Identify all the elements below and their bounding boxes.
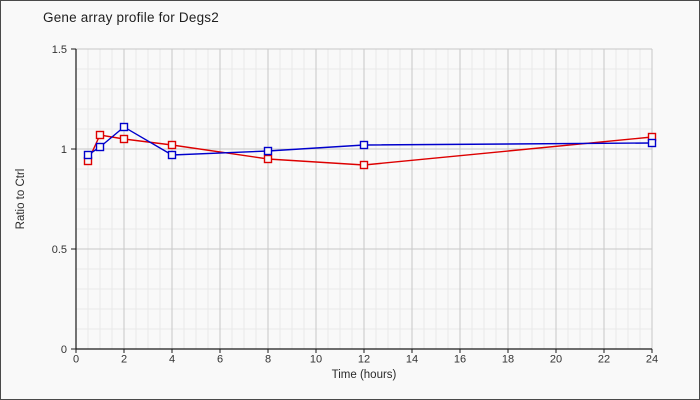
- svg-text:1: 1: [61, 144, 67, 156]
- grid-major: [76, 48, 653, 349]
- marker-blue: [263, 146, 273, 156]
- chart-title: Gene array profile for Degs2: [43, 10, 219, 25]
- svg-text:24: 24: [646, 354, 658, 366]
- marker-blue: [359, 140, 369, 150]
- svg-text:0.5: 0.5: [52, 244, 67, 256]
- svg-text:12: 12: [358, 354, 370, 366]
- svg-text:14: 14: [406, 354, 418, 366]
- marker-red: [263, 154, 273, 164]
- marker-red: [95, 130, 105, 140]
- x-axis-label: Time (hours): [331, 369, 397, 381]
- marker-red: [167, 140, 177, 150]
- marker-red: [359, 160, 369, 170]
- svg-text:22: 22: [598, 354, 610, 366]
- svg-text:0: 0: [73, 354, 79, 366]
- svg-text:20: 20: [550, 354, 562, 366]
- marker-red: [119, 134, 129, 144]
- svg-text:16: 16: [454, 354, 466, 366]
- x-tick-labels: 0 2 4 6 8 10 12 14 16 18 20 22 24: [73, 354, 658, 366]
- marker-blue: [83, 150, 93, 160]
- svg-text:10: 10: [310, 354, 322, 366]
- marker-blue: [119, 122, 129, 132]
- svg-text:18: 18: [502, 354, 514, 366]
- marker-blue: [167, 150, 177, 160]
- svg-text:4: 4: [169, 354, 175, 366]
- svg-text:6: 6: [217, 354, 223, 366]
- svg-text:0: 0: [61, 344, 67, 356]
- marker-blue: [95, 142, 105, 152]
- svg-text:2: 2: [121, 354, 127, 366]
- series-blue: [83, 122, 657, 160]
- y-tick-labels: 0 0.5 1 1.5: [52, 44, 67, 356]
- svg-text:8: 8: [265, 354, 271, 366]
- axes: [71, 48, 653, 353]
- series-red: [83, 130, 657, 170]
- svg-text:1.5: 1.5: [52, 44, 67, 56]
- marker-blue: [647, 138, 657, 148]
